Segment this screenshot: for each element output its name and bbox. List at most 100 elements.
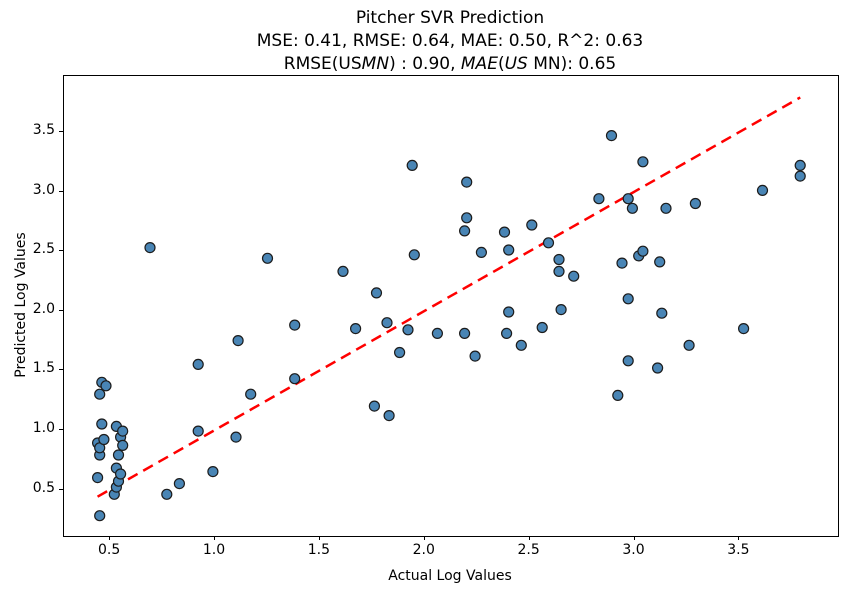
scatter-point	[96, 418, 108, 430]
scatter-point	[756, 184, 769, 197]
y-tick-mark	[59, 190, 63, 192]
scatter-point	[737, 323, 750, 335]
scatter-point	[370, 287, 383, 299]
scatter-point	[475, 246, 487, 258]
title-line-3-segment: MAE	[460, 54, 498, 74]
scatter-point	[526, 219, 538, 231]
scatter-point	[207, 466, 219, 478]
identity-reference-line	[96, 96, 801, 498]
scatter-point	[381, 317, 393, 329]
scatter-point	[626, 202, 639, 214]
x-tick-mark	[633, 536, 635, 540]
scatter-point	[622, 193, 634, 205]
scatter-point	[689, 197, 702, 210]
scatter-point	[230, 431, 242, 443]
y-tick-mark	[59, 488, 63, 490]
scatter-point	[794, 159, 806, 172]
y-tick-mark	[59, 428, 63, 430]
scatter-point	[100, 380, 112, 392]
y-tick-mark	[59, 309, 63, 311]
scatter-point	[553, 253, 565, 266]
x-tick-label: 1.0	[202, 542, 226, 558]
y-tick-label: 2.0	[32, 300, 55, 317]
title-line-3-segment: MN): 0.65	[527, 54, 617, 74]
scatter-point	[117, 425, 129, 437]
scatter-point	[91, 472, 104, 484]
scatter-point	[637, 245, 649, 257]
title-line-3-segment: MN	[361, 54, 390, 74]
y-tick-mark	[59, 250, 63, 252]
x-tick-mark	[318, 536, 320, 540]
scatter-point	[368, 400, 380, 412]
x-tick-mark	[423, 536, 425, 540]
x-tick-mark	[109, 536, 111, 540]
x-tick-mark	[528, 536, 530, 540]
scatter-point	[536, 321, 548, 334]
scatter-point	[383, 410, 395, 422]
scatter-point	[593, 193, 605, 205]
scatter-point	[660, 202, 672, 214]
scatter-point	[503, 306, 515, 318]
scatter-point	[637, 156, 649, 168]
scatter-point	[173, 478, 186, 490]
scatter-point	[461, 212, 473, 224]
scatter-point	[350, 323, 362, 335]
scatter-point	[555, 304, 567, 316]
title-line-2: MSE: 0.41, RMSE: 0.64, MAE: 0.50, R^2: 0…	[256, 31, 644, 51]
scatter-point	[469, 350, 481, 362]
scatter-point	[94, 388, 106, 400]
scatter-point	[114, 468, 127, 480]
scatter-point	[501, 327, 513, 339]
x-axis-label: Actual Log Values	[388, 568, 512, 584]
y-tick-label: 3.5	[32, 122, 55, 138]
scatter-point	[289, 373, 301, 385]
scatter-point	[612, 389, 624, 401]
scatter-point	[289, 319, 301, 331]
scatter-point	[683, 339, 695, 351]
scatter-point	[406, 159, 418, 172]
scatter-point	[656, 307, 668, 319]
scatter-point	[408, 249, 420, 261]
x-tick-label: 2.0	[412, 542, 435, 558]
title-line-1: Pitcher SVR Prediction	[355, 8, 545, 28]
scatter-point	[394, 346, 406, 359]
scatter-point	[192, 358, 204, 370]
scatter-point	[144, 242, 156, 254]
title-line-3: RMSE(USMN) : 0.90, MAE(US MN): 0.65	[63, 53, 837, 76]
scatter-point	[622, 355, 634, 367]
y-tick-label: 1.5	[32, 360, 55, 377]
scatter-point	[98, 433, 110, 446]
x-tick-mark	[214, 536, 216, 540]
x-tick-label: 1.5	[307, 542, 331, 558]
scatter-point	[616, 257, 628, 269]
scatter-point	[651, 362, 664, 374]
chart-title: Pitcher SVR Prediction MSE: 0.41, RMSE: …	[63, 7, 837, 76]
scatter-point	[794, 170, 806, 182]
title-line-3-segment: ) : 0.90,	[389, 54, 461, 74]
scatter-point	[622, 293, 634, 305]
x-tick-label: 2.5	[517, 542, 540, 558]
scatter-point	[503, 244, 515, 256]
scatter-point	[431, 327, 443, 339]
scatter-point	[654, 256, 666, 268]
plot-area	[63, 75, 839, 537]
title-line-3-segment: US	[504, 54, 528, 74]
scatter-point	[94, 510, 106, 522]
y-tick-label: 0.5	[32, 479, 55, 496]
scatter-point	[542, 237, 555, 249]
scatter-point	[459, 225, 471, 237]
scatter-plot-canvas	[91, 96, 806, 522]
scatter-point	[161, 488, 173, 500]
scatter-point	[112, 449, 125, 461]
scatter-point	[498, 226, 511, 238]
scatter-point	[568, 270, 580, 282]
y-tick-mark	[59, 131, 63, 132]
title-line-3-segment: (	[497, 54, 505, 74]
scatter-point	[245, 388, 257, 400]
scatter-point	[402, 324, 414, 336]
y-tick-label: 1.0	[32, 419, 55, 436]
scatter-point	[117, 439, 129, 451]
scatter-point	[261, 252, 274, 264]
scatter-point	[459, 327, 471, 339]
